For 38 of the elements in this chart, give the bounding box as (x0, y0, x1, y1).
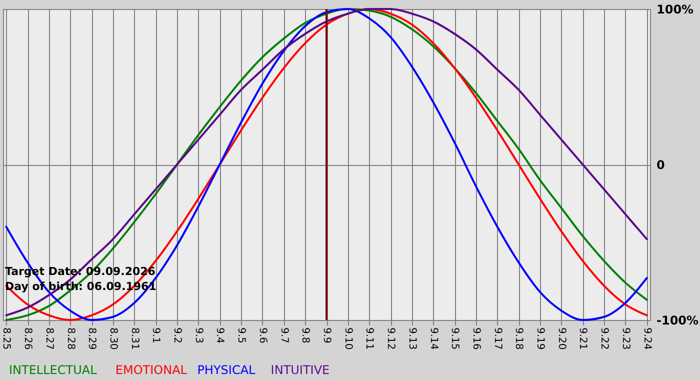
x-tick-label: 9.1 (150, 328, 162, 344)
x-tick-label: 9.10 (342, 328, 354, 350)
x-tick-label: 9.4 (214, 328, 226, 344)
x-tick-label: 8.28 (64, 328, 76, 350)
y-tick-label: -100% (656, 314, 699, 328)
x-tick-label: 9.3 (192, 328, 204, 344)
x-tick-label: 9.8 (300, 328, 311, 344)
text: INTUITIVE (270, 363, 330, 377)
x-tick-label: 9.5 (236, 328, 247, 344)
x-tick-label: 9.19 (534, 328, 546, 350)
x-tick-label: 8.30 (107, 328, 118, 350)
text: EMOTIONAL (115, 363, 188, 377)
x-tick-label: 9.17 (492, 328, 503, 350)
x-tick-label: 9.2 (172, 328, 183, 344)
x-tick-label: 8.27 (43, 328, 54, 350)
x-tick-label: 8.26 (22, 328, 34, 350)
x-tick-label: 9.24 (641, 328, 652, 350)
x-tick-label: 9.13 (406, 328, 418, 350)
x-tick-label: 9.15 (449, 328, 460, 350)
x-tick-label: 9.14 (428, 328, 439, 350)
x-tick-label: 9.11 (364, 328, 375, 350)
x-tick-label: 9.20 (556, 328, 567, 350)
text: PHYSICAL (197, 363, 256, 377)
x-tick-label: 9.9 (321, 328, 332, 344)
y-tick-label: 100% (656, 2, 694, 16)
x-tick-label: 9.7 (278, 328, 290, 344)
x-tick-label: 9.12 (385, 328, 396, 350)
x-tick-label: 9.23 (620, 328, 631, 350)
x-tick-label: 9.18 (513, 328, 524, 350)
x-tick-label: 8.29 (86, 328, 98, 350)
x-tick-label: 9.22 (598, 328, 610, 350)
x-tick-label: 9.21 (577, 328, 588, 350)
y-tick-label: 0 (656, 158, 665, 172)
x-tick-label: 9.6 (256, 328, 268, 344)
x-tick-label: 8.25 (0, 328, 12, 350)
x-tick-label: 8.31 (128, 328, 140, 350)
x-tick-label: 9.16 (470, 328, 482, 350)
text: INTELLECTUAL (9, 363, 98, 377)
